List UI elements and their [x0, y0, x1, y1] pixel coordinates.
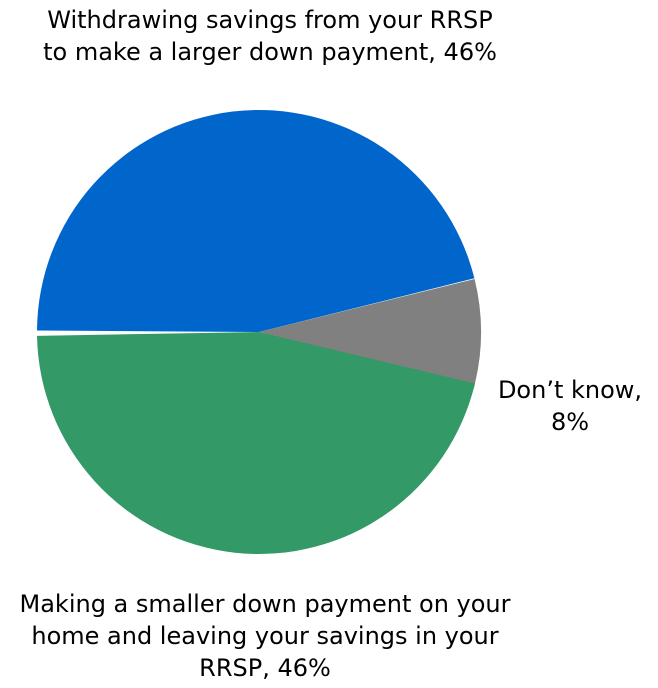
pie-slice-withdrawing-savings — [37, 110, 475, 333]
slice-label-withdrawing-savings: Withdrawing savings from your RRSP to ma… — [43, 6, 497, 66]
pie-slice-smaller-down-payment — [37, 332, 475, 555]
pie-slices — [37, 110, 481, 555]
slice-label-dont-know: Don’t know, 8% — [497, 376, 643, 436]
slice-label-smaller-down-payment: Making a smaller down payment on your ho… — [19, 590, 511, 682]
pie-slice-dont-know — [259, 279, 481, 390]
